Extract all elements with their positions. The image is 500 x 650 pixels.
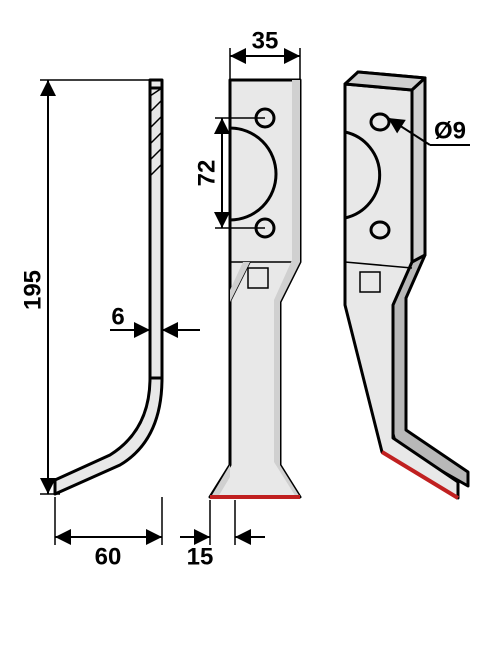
dim-top-width: 35 — [252, 27, 279, 54]
dim-thickness: 6 — [111, 303, 124, 330]
technical-drawing: 195 60 6 35 72 15 Ø9 — [0, 0, 500, 650]
dim-hole-dia: Ø9 — [434, 117, 466, 144]
side-foot — [55, 378, 162, 494]
dim-width-base: 60 — [95, 543, 122, 570]
dim-foot: 15 — [187, 543, 214, 570]
side-body — [150, 88, 162, 378]
front-view — [210, 80, 300, 497]
dim-height: 195 — [19, 270, 46, 310]
side-view — [55, 80, 162, 494]
dim-hole-spacing: 72 — [193, 160, 220, 187]
oblique-side — [412, 78, 425, 262]
